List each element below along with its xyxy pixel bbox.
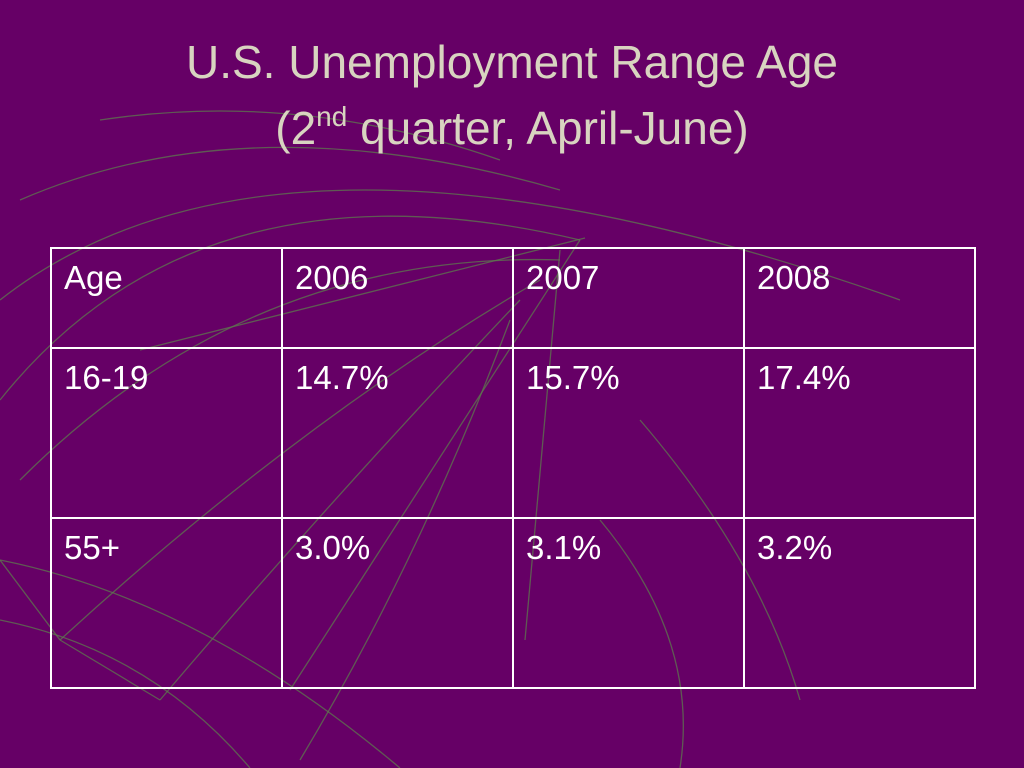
table-cell: 3.2% <box>743 517 976 689</box>
table-cell: 17.4% <box>743 347 976 519</box>
table-row: 16-19 14.7% 15.7% 17.4% <box>50 347 976 519</box>
title-line-2: (2nd quarter, April-June) <box>0 100 1024 156</box>
table-cell: 3.1% <box>512 517 745 689</box>
table-cell: 14.7% <box>281 347 514 519</box>
table-row: Age 2006 2007 2008 <box>50 247 976 349</box>
table-cell: 16-19 <box>50 347 283 519</box>
title-text: (2 <box>275 102 317 154</box>
table-cell: 3.0% <box>281 517 514 689</box>
table-cell: 55+ <box>50 517 283 689</box>
header-cell: 2006 <box>281 247 514 349</box>
header-cell: 2008 <box>743 247 976 349</box>
header-cell: 2007 <box>512 247 745 349</box>
table-row: 55+ 3.0% 3.1% 3.2% <box>50 517 976 689</box>
title-line-1: U.S. Unemployment Range Age <box>185 36 839 88</box>
header-cell: Age <box>50 247 283 349</box>
title-text: quarter, April-June) <box>347 102 749 154</box>
data-table: Age 2006 2007 2008 16-19 14.7% 15.7% 17.4% 55+ 3.… <box>50 247 976 689</box>
title-superscript: nd <box>316 101 348 132</box>
table-cell: 15.7% <box>512 347 745 519</box>
